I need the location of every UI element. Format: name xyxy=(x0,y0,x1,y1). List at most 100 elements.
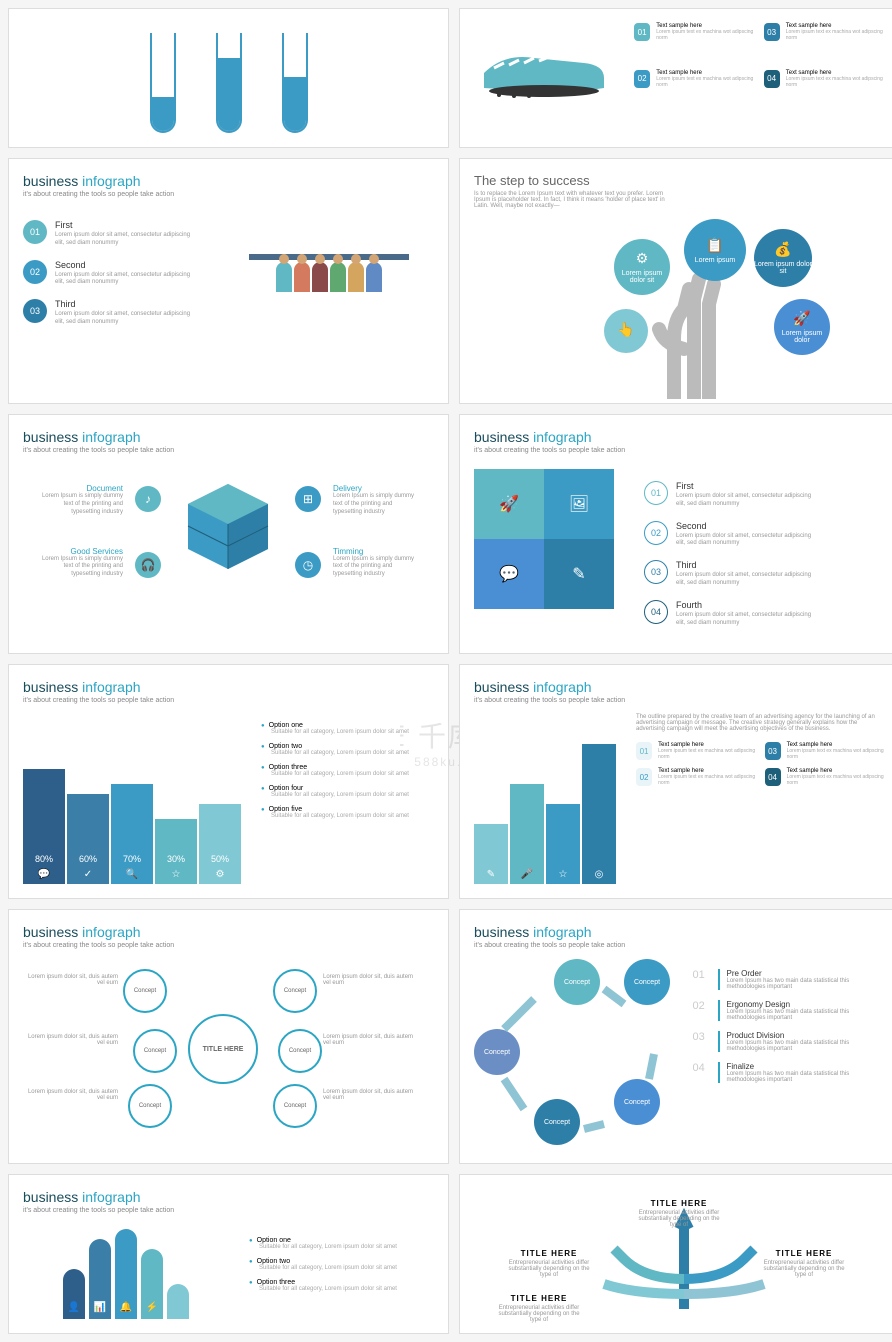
tree-title: The step to success xyxy=(474,173,885,188)
cycle-item-3: 03Product DivisionLorem Ipsum has two ma… xyxy=(692,1031,885,1052)
tube-3 xyxy=(282,33,308,133)
cycle-item-2: 02Ergonomy DesignLorem Ipsum has two mai… xyxy=(692,1000,885,1021)
option-3: Option threeSuitable for all category, L… xyxy=(261,764,409,777)
finger-2: 📊 xyxy=(89,1239,111,1319)
option-1: Option oneSuitable for all category, Lor… xyxy=(249,1237,397,1250)
meeting-illustration xyxy=(223,208,434,339)
b3d-item-01: 01Text sample hereLorem ipsum text ex ma… xyxy=(636,742,757,760)
concept-map: TITLE HERE Concept Concept Concept Conce… xyxy=(23,959,434,1129)
num-02: 02 xyxy=(634,70,650,88)
slide-title: business infograph xyxy=(23,924,434,940)
bubble-4: 🚀Lorem ipsum dolor xyxy=(774,299,830,355)
slide-bars3d-right: business infograph it's about creating t… xyxy=(459,664,892,899)
shoe-item-04: 04Text sample hereLorem ipsum text ex ma… xyxy=(764,70,886,109)
slide-shoe: 01Text sample hereLorem ipsum text ex ma… xyxy=(459,8,892,148)
image-icon: 🖼 xyxy=(544,469,614,539)
slide-title: business infograph xyxy=(23,1189,434,1205)
music-icon: ♪ xyxy=(135,486,161,512)
arrow-label-bl: TITLE HEREEntrepreneurial activities dif… xyxy=(494,1294,584,1323)
finger-4: ⚡ xyxy=(141,1249,163,1319)
slide-title: business infograph xyxy=(23,429,434,445)
bubble-3: 💰Lorem ipsum dolor sit xyxy=(754,229,812,287)
option-2: Option twoSuitable for all category, Lor… xyxy=(261,743,409,756)
b3d-item-02: 02Text sample hereLorem ipsum text ex ma… xyxy=(636,768,757,786)
arrow-label-right: TITLE HEREEntrepreneurial activities dif… xyxy=(759,1249,849,1278)
concept-node: Concept xyxy=(273,969,317,1013)
finger-5 xyxy=(167,1284,189,1319)
options-list: Option oneSuitable for all category, Lor… xyxy=(261,714,409,884)
arrow-label-left: TITLE HEREEntrepreneurial activities dif… xyxy=(504,1249,594,1278)
fingers-graphic: 👤 📊 🔔 ⚡ xyxy=(63,1229,189,1319)
shoe-item-03: 03Text sample hereLorem ipsum text ex ma… xyxy=(764,23,886,62)
bars-container: 80%💬 60%✓ 70%🔍 30%☆ 50%⚙ xyxy=(23,734,241,884)
slide-bars5: business infograph it's about creating t… xyxy=(8,664,449,899)
concept-node: Concept xyxy=(278,1029,322,1073)
bubble-1: ⚙Lorem ipsum dolor sit xyxy=(614,239,670,295)
concept-node: Concept xyxy=(133,1029,177,1073)
finger-3: 🔔 xyxy=(115,1229,137,1319)
arrows-graphic: TITLE HEREEntrepreneurial activities dif… xyxy=(474,1199,885,1319)
options3-list: Option oneSuitable for all category, Lor… xyxy=(249,1229,397,1319)
concept-node: Concept xyxy=(123,969,167,1013)
b3d-item-04: 04Text sample hereLorem ipsum text ex ma… xyxy=(765,768,886,786)
bar-1: 80%💬 xyxy=(23,759,65,884)
b3d-item-03: 03Text sample hereLorem ipsum text ex ma… xyxy=(765,742,886,760)
tree-subtitle: Is to replace the Lorem Ipsum text with … xyxy=(474,191,674,209)
bar-5: 50%⚙ xyxy=(199,794,241,884)
bar-4: 30%☆ xyxy=(155,809,197,884)
puzzle-item-1: 01FirstLorem ipsum dolor sit amet, conse… xyxy=(644,481,885,509)
bar-3: 70%🔍 xyxy=(111,774,153,884)
bars3d-desc: The outline prepared by the creative tea… xyxy=(636,714,885,732)
shoe-item-02: 02Text sample hereLorem ipsum text ex ma… xyxy=(634,70,756,109)
slide-title: business infograph xyxy=(23,679,434,695)
num-04: 04 xyxy=(764,70,780,88)
tree-graphic: ⚙Lorem ipsum dolor sit 📋Lorem ipsum 💰Lor… xyxy=(574,209,885,389)
bubble-2: 📋Lorem ipsum xyxy=(684,219,746,281)
step-01: 01FirstLorem ipsum dolor sit amet, conse… xyxy=(23,220,203,248)
bar3d-4: ◎ xyxy=(582,734,616,884)
bar3d-1: ✎ xyxy=(474,814,508,884)
num-01: 01 xyxy=(634,23,650,41)
option-1: Option oneSuitable for all category, Lor… xyxy=(261,722,409,735)
slide-subtitle: it's about creating the tools so people … xyxy=(23,191,434,198)
cycle-list: 01Pre OrderLorem Ipsum has two main data… xyxy=(692,959,885,1149)
clock-icon: ◷ xyxy=(295,552,321,578)
step-03: 03ThirdLorem ipsum dolor sit amet, conse… xyxy=(23,299,203,327)
slide-meeting: business infograph it's about creating t… xyxy=(8,158,449,404)
puzzle-item-3: 03ThirdLorem ipsum dolor sit amet, conse… xyxy=(644,560,885,588)
cube-graphic xyxy=(173,474,283,589)
tube-2 xyxy=(216,33,242,133)
puzzle-item-4: 04FourthLorem ipsum dolor sit amet, cons… xyxy=(644,600,885,628)
bar-2: 60%✓ xyxy=(67,784,109,884)
shoe-item-01: 01Text sample hereLorem ipsum text ex ma… xyxy=(634,23,756,62)
slide-cube: business infograph it's about creating t… xyxy=(8,414,449,654)
slide-puzzle: business infograph it's about creating t… xyxy=(459,414,892,654)
cycle-graphic: Concept Concept Concept Concept Concept xyxy=(474,959,672,1149)
slide-fingers: business infograph it's about creating t… xyxy=(8,1174,449,1334)
arrow-label-top: TITLE HEREEntrepreneurial activities dif… xyxy=(634,1199,724,1228)
slide-concepts: business infograph it's about creating t… xyxy=(8,909,449,1164)
option-4: Option fourSuitable for all category, Lo… xyxy=(261,785,409,798)
puzzle-item-2: 02SecondLorem ipsum dolor sit amet, cons… xyxy=(644,521,885,549)
tubes-container xyxy=(23,23,434,133)
pencil-icon: ✎ xyxy=(544,539,614,609)
puzzle-graphic: 🚀 🖼 💬 ✎ xyxy=(474,469,614,609)
finger-1: 👤 xyxy=(63,1269,85,1319)
slide-arrows: TITLE HEREEntrepreneurial activities dif… xyxy=(459,1174,892,1334)
slide-tubes xyxy=(8,8,449,148)
center-circle: TITLE HERE xyxy=(188,1014,258,1084)
option-5: Option fiveSuitable for all category, Lo… xyxy=(261,806,409,819)
bars3d-container: ✎ 🎤 ☆ ◎ xyxy=(474,734,616,884)
calendar-icon: ⊞ xyxy=(295,486,321,512)
num-03: 03 xyxy=(764,23,780,41)
shoe-illustration xyxy=(474,23,614,108)
slide-grid: 01Text sample hereLorem ipsum text ex ma… xyxy=(8,8,892,1334)
tube-1 xyxy=(150,33,176,133)
cycle-item-4: 04FinalizeLorem Ipsum has two main data … xyxy=(692,1062,885,1083)
shoe-items: 01Text sample hereLorem ipsum text ex ma… xyxy=(634,23,885,108)
cycle-item-1: 01Pre OrderLorem Ipsum has two main data… xyxy=(692,969,885,990)
chat-icon: 💬 xyxy=(474,539,544,609)
bar3d-3: ☆ xyxy=(546,794,580,884)
slide-title: business infograph xyxy=(474,429,885,445)
option-3: Option threeSuitable for all category, L… xyxy=(249,1279,397,1292)
